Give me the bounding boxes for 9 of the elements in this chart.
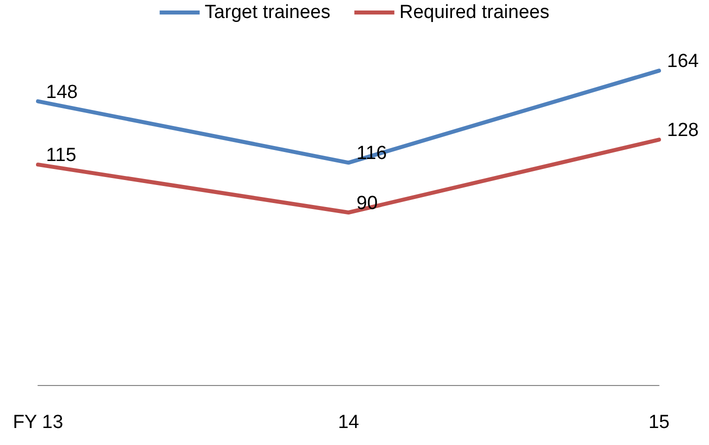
- legend-label: Required trainees: [399, 2, 550, 23]
- data-label: 164: [667, 51, 700, 72]
- legend-label: Target trainees: [204, 2, 330, 23]
- x-tick-label: 15: [648, 412, 670, 433]
- data-label: 148: [46, 82, 78, 103]
- data-label: 115: [46, 145, 76, 166]
- x-tick-label: FY 13: [12, 412, 64, 433]
- x-tick-label: 14: [338, 412, 360, 433]
- data-label: 128: [667, 120, 699, 142]
